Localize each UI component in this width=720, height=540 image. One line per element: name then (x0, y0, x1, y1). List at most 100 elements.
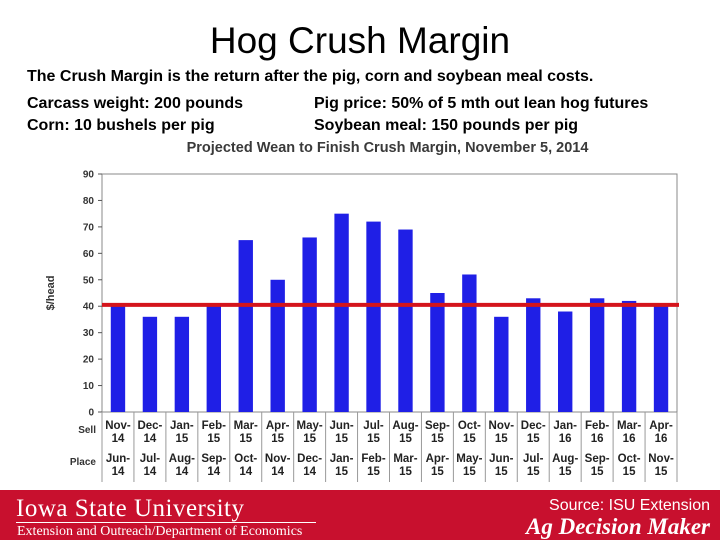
bar (653, 306, 669, 412)
sell-year-label: 16 (559, 433, 572, 445)
sell-month-label: Jan- (170, 420, 194, 432)
carcass-weight-note: Carcass weight: 200 pounds (27, 95, 244, 112)
place-month-label: Jul- (140, 453, 161, 465)
place-month-label: Aug- (552, 453, 578, 465)
place-year-label: 15 (431, 466, 444, 478)
corn-note: Corn: 10 bushels per pig (27, 117, 215, 134)
place-month-label: Oct- (234, 453, 257, 465)
sell-year-label: 16 (591, 433, 604, 445)
sell-year-label: 15 (527, 433, 540, 445)
place-year-label: 14 (144, 466, 157, 478)
sell-year-label: 15 (271, 433, 284, 445)
place-month-label: Nov- (265, 453, 291, 465)
sell-month-label: Feb- (202, 420, 226, 432)
y-tick-label: 0 (88, 408, 94, 419)
sell-year-label: 15 (335, 433, 348, 445)
bar (334, 213, 349, 412)
y-tick-label: 20 (83, 355, 95, 366)
sell-month-label: Dec- (521, 420, 546, 432)
place-month-label: Jun- (489, 453, 513, 465)
bar (270, 279, 285, 412)
footer-bar: Iowa State University Extension and Outr… (0, 490, 720, 540)
place-year-label: 14 (271, 466, 284, 478)
y-tick-label: 40 (83, 302, 95, 313)
bar (494, 316, 509, 412)
sell-year-label: 15 (431, 433, 444, 445)
bar (462, 274, 477, 412)
sell-year-label: 14 (144, 433, 157, 445)
place-year-label: 15 (463, 466, 476, 478)
crush-margin-definition: The Crush Margin is the return after the… (27, 68, 594, 85)
sell-month-label: Jul- (363, 420, 384, 432)
place-year-label: 15 (367, 466, 380, 478)
place-month-label: Oct- (618, 453, 641, 465)
sell-month-label: Aug- (392, 420, 418, 432)
place-year-label: 15 (591, 466, 604, 478)
slide-title: Hog Crush Margin (209, 20, 511, 61)
sell-year-label: 15 (495, 433, 508, 445)
sell-month-label: Dec- (137, 420, 162, 432)
place-year-label: 14 (112, 466, 125, 478)
chart-title: Projected Wean to Finish Crush Margin, N… (187, 140, 589, 156)
university-wordmark: Iowa State University (16, 495, 245, 522)
place-month-label: Feb- (361, 453, 385, 465)
place-month-label: Mar- (393, 453, 417, 465)
sell-month-label: Nov- (105, 420, 131, 432)
place-month-label: Sep- (201, 453, 226, 465)
place-month-label: Dec- (297, 453, 322, 465)
y-tick-label: 90 (83, 170, 95, 181)
wordmark-rule (16, 522, 316, 523)
place-month-label: Jun- (106, 453, 130, 465)
bar (589, 298, 605, 412)
bar (206, 306, 221, 412)
sell-month-label: Mar- (234, 420, 258, 432)
sell-month-label: Apr- (266, 420, 290, 432)
sell-month-label: Nov- (489, 420, 515, 432)
sell-year-label: 16 (623, 433, 636, 445)
place-year-label: 14 (207, 466, 220, 478)
sell-year-label: 15 (207, 433, 220, 445)
chart-svg: Projected Wean to Finish Crush Margin, N… (45, 140, 679, 482)
place-month-label: Jul- (523, 453, 544, 465)
department-name: Extension and Outreach/Department of Eco… (17, 524, 303, 539)
place-year-label: 15 (495, 466, 508, 478)
place-year-label: 15 (335, 466, 348, 478)
place-year-label: 15 (623, 466, 636, 478)
sell-year-label: 15 (399, 433, 412, 445)
bar (621, 300, 637, 412)
place-month-label: Aug- (169, 453, 195, 465)
ag-decision-maker-brand: Ag Decision Maker (526, 514, 710, 539)
place-year-label: 14 (303, 466, 316, 478)
y-tick-label: 30 (83, 328, 95, 339)
sell-month-label: Mar- (617, 420, 641, 432)
sell-year-label: 15 (239, 433, 252, 445)
y-axis-label: $/head (45, 276, 57, 311)
place-month-label: Nov- (648, 453, 674, 465)
sell-month-label: Jan- (553, 420, 577, 432)
bar (142, 316, 158, 412)
sell-month-label: Feb- (585, 420, 609, 432)
place-month-label: May- (456, 453, 482, 465)
sell-year-label: 16 (655, 433, 668, 445)
bar (302, 237, 317, 412)
y-tick-label: 60 (83, 249, 95, 260)
sell-month-label: May- (297, 420, 323, 432)
place-month-label: Jan- (330, 453, 354, 465)
place-year-label: 14 (239, 466, 252, 478)
sell-year-label: 14 (112, 433, 125, 445)
soybean-meal-note: Soybean meal: 150 pounds per pig (314, 117, 579, 134)
sell-month-label: Sep- (425, 420, 450, 432)
bar (110, 306, 126, 412)
place-year-label: 15 (655, 466, 668, 478)
y-tick-label: 80 (83, 196, 95, 207)
sell-year-label: 15 (303, 433, 316, 445)
place-row-label: Place (70, 457, 97, 468)
bar (430, 293, 445, 412)
sell-month-label: Oct- (458, 420, 481, 432)
place-year-label: 14 (175, 466, 188, 478)
place-year-label: 15 (559, 466, 572, 478)
bar (558, 311, 573, 412)
sell-row-label: Sell (78, 425, 96, 436)
sell-month-label: Apr- (649, 420, 673, 432)
sell-month-label: Jun- (329, 420, 353, 432)
